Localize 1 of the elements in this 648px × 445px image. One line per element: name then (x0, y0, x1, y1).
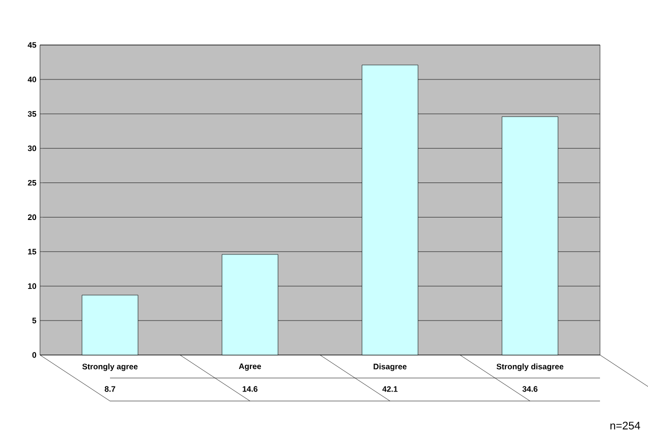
text: n=254 (610, 422, 640, 430)
